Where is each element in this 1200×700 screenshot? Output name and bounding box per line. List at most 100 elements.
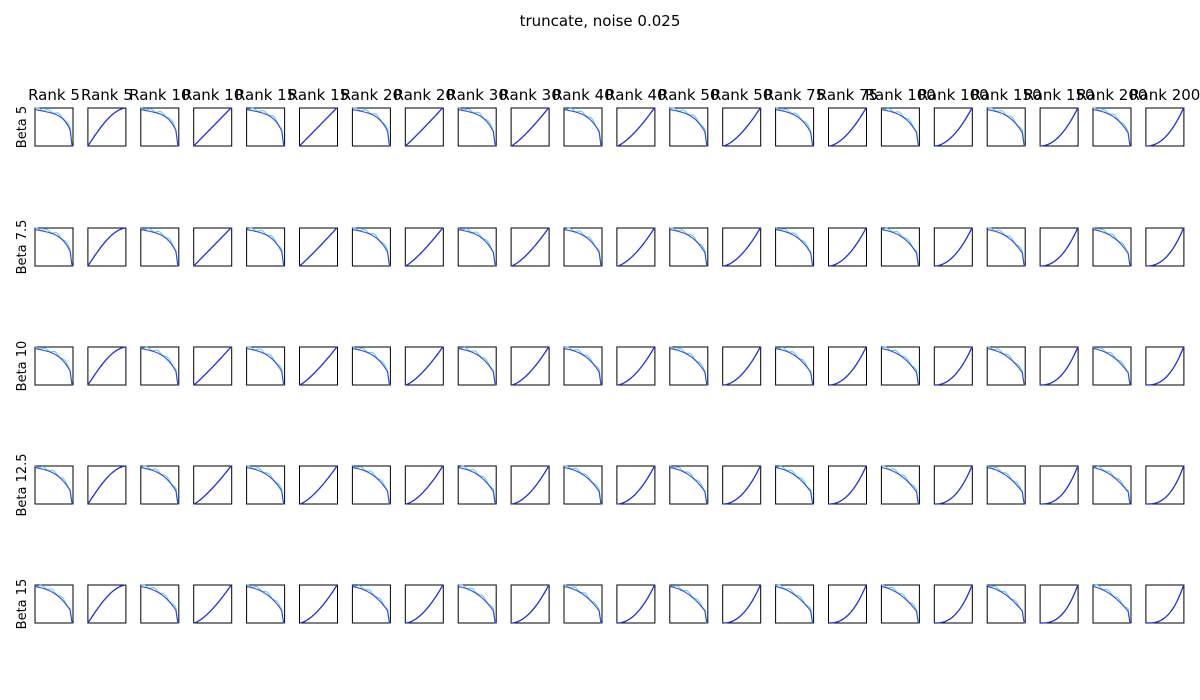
series-line-dark — [881, 108, 920, 147]
subplot-frame — [722, 465, 762, 505]
series-line-dark — [722, 107, 762, 147]
subplot-frame — [616, 346, 656, 386]
subplot-panel — [880, 584, 920, 624]
subplot-panel — [246, 227, 286, 267]
subplot-panel — [669, 227, 709, 267]
column-title: Rank 30 — [499, 86, 560, 104]
series-line-dark — [299, 465, 338, 505]
subplot-panel — [669, 465, 709, 505]
subplot-panel — [299, 584, 338, 624]
series-line-dark — [352, 228, 391, 267]
subplot-frame — [87, 227, 127, 267]
subplot-frame — [828, 584, 867, 624]
series-line-dark — [1040, 346, 1079, 386]
subplot-frame — [722, 227, 762, 267]
subplot-frame — [880, 227, 920, 267]
series-line-dark — [616, 107, 656, 147]
subplot-panel — [34, 465, 74, 505]
subplot-panel — [722, 227, 762, 267]
subplot-frame — [510, 227, 550, 267]
subplot-frame — [669, 227, 709, 267]
series-line-dark — [881, 228, 920, 267]
column-title: Rank 150 — [1024, 86, 1095, 104]
subplot-panel — [880, 107, 920, 147]
series-line-dark — [987, 228, 1026, 267]
subplot-frame — [616, 465, 656, 505]
series-line-light — [775, 227, 814, 267]
subplot-panel — [933, 584, 973, 624]
subplot-panel — [140, 346, 180, 386]
subplot-panel — [933, 465, 973, 505]
series-line-dark — [140, 466, 179, 505]
series-line-dark — [87, 107, 126, 147]
series-line-light — [352, 465, 391, 505]
subplot-panel — [510, 107, 550, 147]
subplot-panel — [87, 107, 127, 147]
subplot-panel — [246, 584, 286, 624]
subplot-panel — [669, 584, 709, 624]
subplot-frame — [616, 107, 656, 147]
subplot-panel — [140, 227, 180, 267]
subplot-frame — [1039, 346, 1079, 386]
series-line-dark — [828, 227, 867, 267]
subplot-frame — [1145, 346, 1185, 386]
subplot-frame — [299, 465, 338, 505]
subplot-panel — [510, 465, 550, 505]
subplot-panel — [828, 346, 868, 386]
series-line-dark — [722, 584, 762, 624]
series-line-dark — [881, 585, 920, 624]
subplot-panel — [87, 465, 127, 505]
subplot-frame — [140, 227, 180, 267]
series-line-dark — [828, 584, 868, 624]
series-line-dark — [511, 346, 550, 386]
series-line-light — [458, 107, 497, 147]
subplot-panel — [1039, 227, 1079, 267]
subplot-frame — [669, 584, 709, 624]
series-line-dark — [934, 584, 973, 624]
panel-grid — [34, 107, 1185, 624]
subplot-panel — [616, 584, 656, 624]
subplot-panel — [404, 465, 444, 505]
subplot-panel — [34, 107, 74, 147]
subplot-frame — [933, 465, 973, 505]
subplot-panel — [87, 346, 127, 386]
series-line-dark — [87, 465, 126, 505]
subplot-frame — [404, 584, 444, 624]
subplot-panel — [351, 465, 391, 505]
series-line-dark — [828, 107, 867, 147]
subplot-frame — [616, 584, 656, 624]
series-line-dark — [87, 227, 126, 267]
subplot-panel — [880, 227, 920, 267]
subplot-panel — [351, 584, 391, 624]
subplot-frame — [404, 465, 444, 505]
column-title: Rank 40 — [552, 86, 613, 104]
subplot-frame — [1039, 227, 1079, 267]
column-title: Rank 200 — [1129, 86, 1200, 104]
series-line-dark — [352, 585, 391, 624]
series-line-dark — [352, 466, 391, 505]
series-line-dark — [669, 585, 708, 624]
series-line-dark — [246, 108, 285, 147]
series-line-dark — [987, 466, 1026, 505]
column-title: Rank 50 — [658, 86, 719, 104]
series-line-dark — [775, 347, 814, 386]
subplot-panel — [1145, 584, 1185, 624]
subplot-frame — [722, 346, 762, 386]
subplot-panel — [1039, 584, 1079, 624]
subplot-panel — [669, 107, 709, 147]
subplot-panel — [457, 107, 497, 147]
subplot-panel — [193, 465, 233, 505]
series-line-dark — [193, 227, 232, 267]
subplot-panel — [34, 227, 74, 267]
series-line-dark — [775, 108, 814, 147]
series-line-dark — [934, 465, 973, 505]
subplot-panel — [1092, 107, 1132, 147]
series-line-dark — [87, 346, 126, 386]
series-line-dark — [299, 227, 338, 267]
subplot-panel — [87, 227, 127, 267]
series-line-dark — [1092, 585, 1131, 624]
subplot-panel — [193, 107, 233, 147]
subplot-panel — [775, 465, 815, 505]
column-title: Rank 20 — [394, 86, 455, 104]
series-line-dark — [669, 228, 708, 267]
